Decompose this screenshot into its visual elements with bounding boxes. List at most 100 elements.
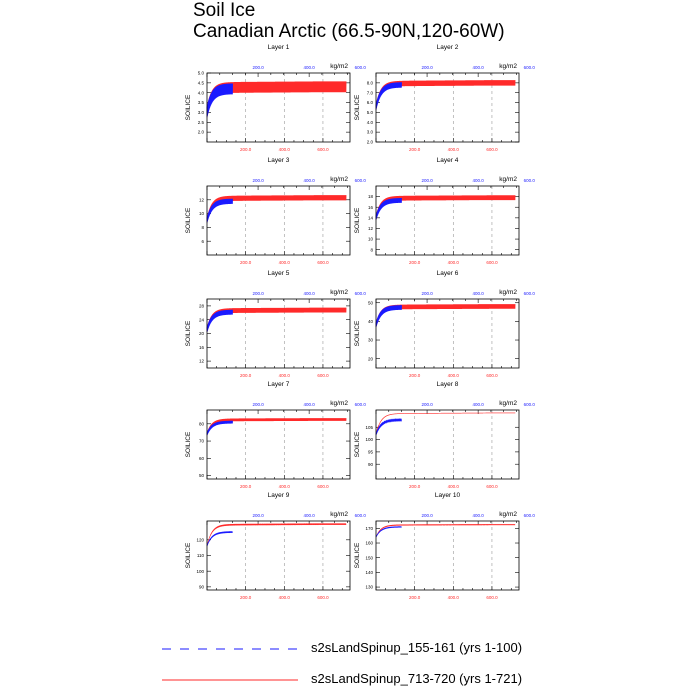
top-tick-label: 200.0	[421, 402, 433, 407]
bottom-tick-label: 600.0	[486, 484, 498, 489]
bottom-tick-label: 400.0	[448, 147, 460, 152]
top-tick-label: 200.0	[252, 513, 264, 518]
y-tick-label: 50	[199, 473, 205, 478]
series-blue-line	[206, 83, 233, 118]
y-tick-label: 6	[201, 239, 204, 244]
panel-title: Layer 9	[268, 492, 290, 499]
series-blue-line	[206, 198, 233, 223]
y-tick-label: 5.0	[198, 71, 205, 76]
y-tick-label: 60	[199, 456, 205, 461]
y-axis-label: SOILICE	[185, 94, 192, 120]
plot-frame	[206, 72, 351, 143]
bottom-tick-label: 400.0	[279, 260, 291, 265]
y-tick-label: 12	[199, 197, 205, 202]
top-tick-label: 600.0	[355, 178, 367, 183]
top-tick-label: 600.0	[524, 291, 536, 296]
units-label: kg/m2	[499, 63, 517, 70]
y-tick-label: 3.5	[198, 100, 205, 105]
top-tick-label: 600.0	[524, 65, 536, 70]
bottom-tick-label: 600.0	[317, 373, 329, 378]
top-tick-label: 600.0	[355, 65, 367, 70]
y-tick-label: 20	[199, 331, 205, 336]
bottom-tick-label: 400.0	[448, 484, 460, 489]
units-label: kg/m2	[330, 176, 348, 183]
series-red-line	[375, 524, 516, 538]
title-line-1: Soil Ice	[193, 0, 256, 21]
series-blue-line	[375, 305, 402, 327]
top-tick-label: 400.0	[473, 513, 485, 518]
y-tick-label: 5.0	[367, 110, 374, 115]
plot-frame	[206, 409, 351, 480]
bottom-tick-label: 600.0	[317, 260, 329, 265]
y-tick-label: 8.0	[367, 80, 374, 85]
y-tick-label: 3.0	[198, 110, 205, 115]
bottom-tick-label: 600.0	[317, 595, 329, 600]
y-tick-label: 40	[368, 319, 374, 324]
top-tick-label: 400.0	[304, 65, 316, 70]
top-tick-label: 400.0	[304, 402, 316, 407]
y-tick-label: 6.0	[367, 100, 374, 105]
legend-entry-series2: s2sLandSpinup_713-720 (yrs 1-721)	[160, 670, 700, 690]
bottom-tick-label: 200.0	[240, 260, 252, 265]
y-tick-label: 14	[368, 215, 374, 220]
legend-label-series1: s2sLandSpinup_155-161 (yrs 1-100)	[311, 640, 523, 655]
y-axis-label: SOILICE	[354, 207, 361, 233]
top-tick-label: 400.0	[304, 178, 316, 183]
y-tick-label: 110	[197, 553, 205, 558]
top-tick-label: 600.0	[524, 402, 536, 407]
y-tick-label: 105	[365, 425, 373, 430]
y-tick-label: 4.0	[367, 120, 374, 125]
legend-entry-series1: s2sLandSpinup_155-161 (yrs 1-100)	[160, 639, 700, 659]
bottom-tick-label: 200.0	[240, 595, 252, 600]
y-tick-label: 16	[368, 205, 374, 210]
top-tick-label: 600.0	[524, 513, 536, 518]
bottom-tick-label: 400.0	[279, 595, 291, 600]
units-label: kg/m2	[499, 176, 517, 183]
y-tick-label: 90	[199, 584, 205, 589]
y-axis-label: SOILICE	[185, 207, 192, 233]
bottom-tick-label: 600.0	[317, 484, 329, 489]
series-red-line	[206, 307, 347, 333]
panel-title: Layer 3	[268, 157, 290, 164]
y-tick-label: 16	[199, 345, 205, 350]
y-tick-label: 150	[365, 555, 373, 560]
top-tick-label: 200.0	[421, 178, 433, 183]
y-axis-label: SOILICE	[185, 431, 192, 457]
top-tick-label: 200.0	[252, 402, 264, 407]
y-tick-label: 120	[196, 537, 204, 542]
panel-title: Layer 2	[437, 44, 459, 51]
y-tick-label: 24	[199, 317, 205, 322]
plot-frame	[206, 298, 351, 369]
chart-title: Soil Ice Canadian Arctic (66.5-90N,120-6…	[193, 0, 505, 42]
top-tick-label: 400.0	[304, 291, 316, 296]
y-tick-label: 10	[199, 211, 205, 216]
series-red-line	[375, 195, 516, 220]
bottom-tick-label: 200.0	[409, 484, 421, 489]
panel-title: Layer 1	[268, 44, 290, 51]
legend-swatch-solid	[162, 679, 298, 681]
units-label: kg/m2	[499, 511, 517, 518]
bottom-tick-label: 400.0	[448, 373, 460, 378]
plot-frame	[375, 185, 520, 256]
y-tick-label: 130	[365, 585, 373, 590]
bottom-tick-label: 400.0	[279, 147, 291, 152]
top-tick-label: 600.0	[355, 513, 367, 518]
plot-frame	[375, 409, 520, 480]
legend-swatch-dashed	[162, 648, 298, 650]
y-axis-label: SOILICE	[354, 431, 361, 457]
units-label: kg/m2	[330, 400, 348, 407]
panel-title: Layer 7	[268, 381, 290, 388]
y-tick-label: 8	[370, 247, 373, 252]
series-red-line	[206, 195, 347, 223]
bottom-tick-label: 600.0	[486, 595, 498, 600]
y-tick-label: 2.0	[198, 130, 205, 135]
bottom-tick-label: 200.0	[409, 595, 421, 600]
y-tick-label: 8	[201, 225, 204, 230]
top-tick-label: 400.0	[473, 291, 485, 296]
y-axis-label: SOILICE	[354, 320, 361, 346]
units-label: kg/m2	[499, 400, 517, 407]
